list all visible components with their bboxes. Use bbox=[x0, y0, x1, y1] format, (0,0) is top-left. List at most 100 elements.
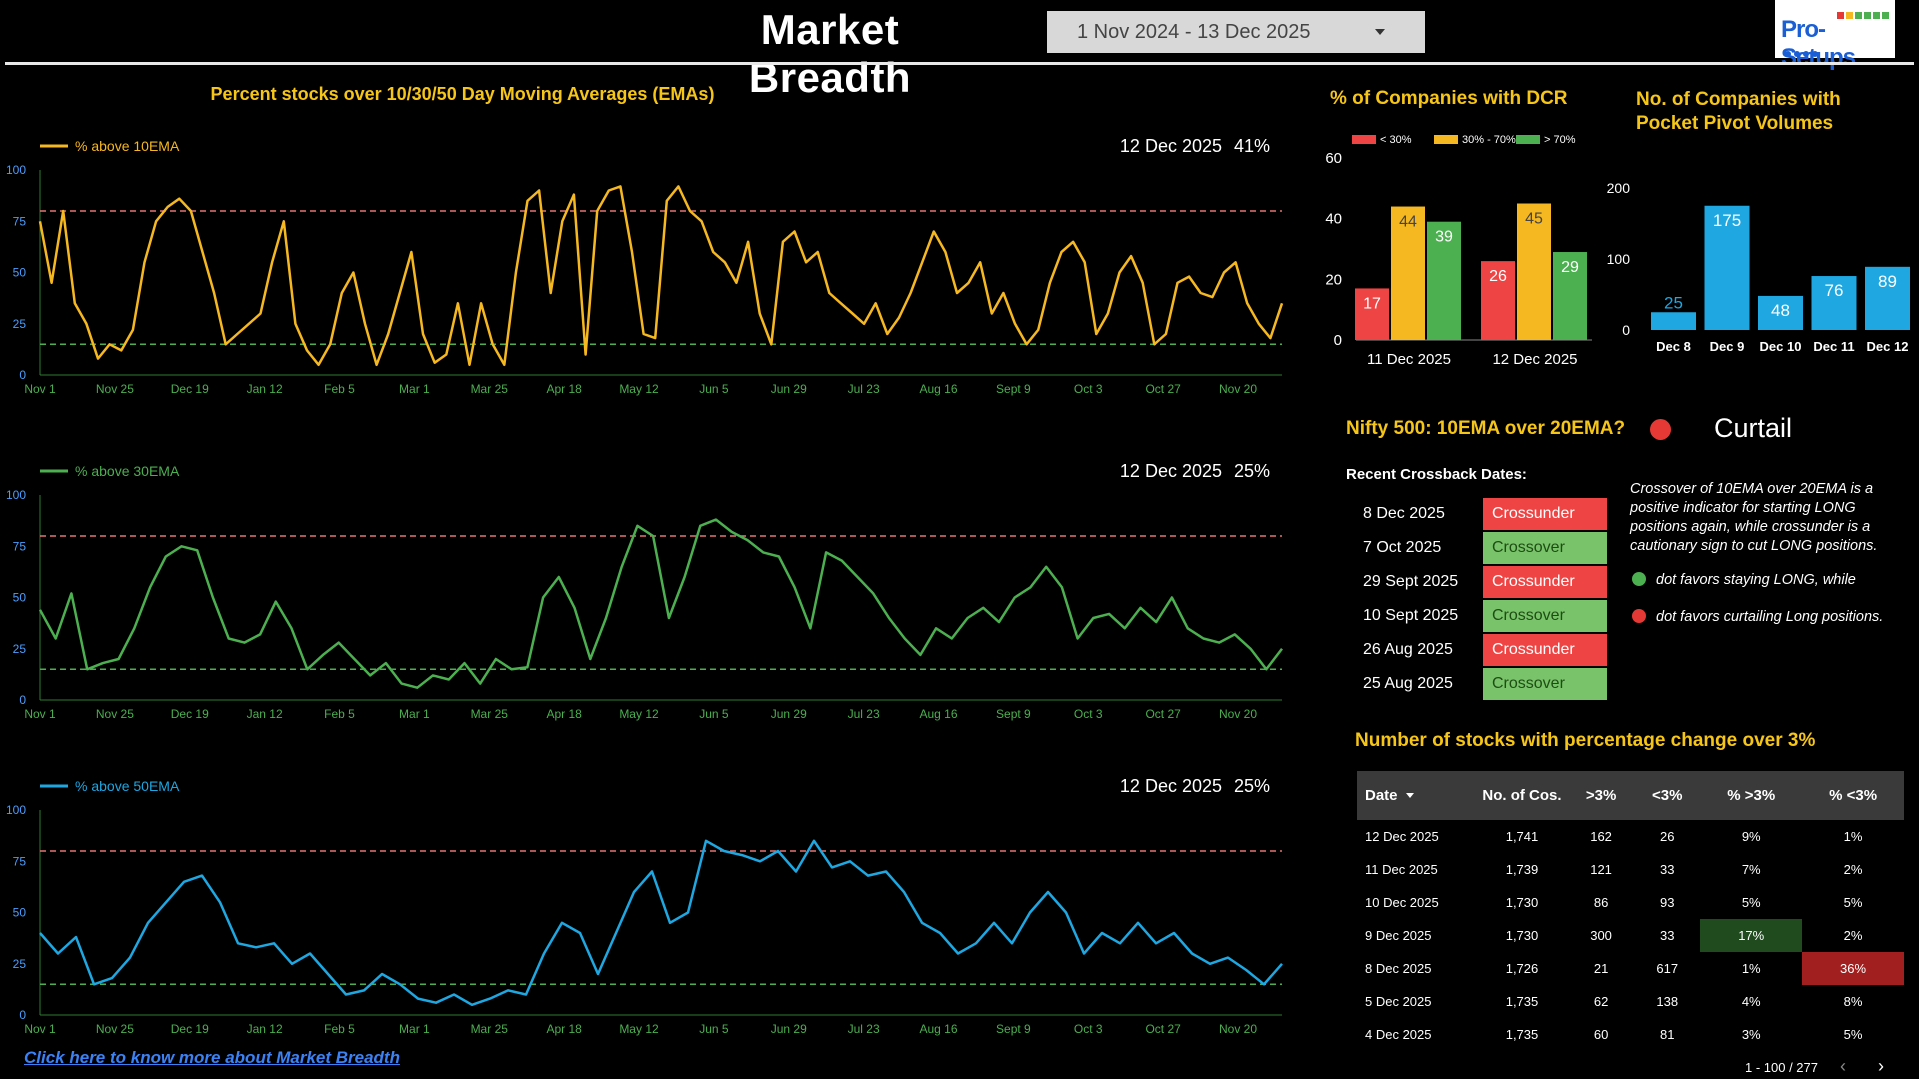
crossback-type: Crossunder bbox=[1483, 498, 1607, 532]
x-tick-label: Nov 20 bbox=[1219, 382, 1257, 396]
crossback-date: 29 Sept 2025 bbox=[1353, 565, 1483, 600]
y-tick-label: 25 bbox=[13, 957, 27, 971]
x-tick-label: Feb 5 bbox=[324, 1022, 355, 1036]
col-no-cos-label: No. of Cos. bbox=[1482, 786, 1562, 804]
sort-desc-icon bbox=[1405, 792, 1414, 798]
logo-text: Pro-Setups bbox=[1781, 16, 1856, 71]
y-tick-label: 200 bbox=[1607, 180, 1631, 196]
x-tick-label: Aug 16 bbox=[919, 1022, 957, 1036]
table-cell: 162 bbox=[1568, 820, 1635, 853]
x-tick-label: Apr 18 bbox=[546, 1022, 582, 1036]
logo[interactable]: Pro-Setups bbox=[1775, 0, 1895, 71]
table-row[interactable]: 10 Dec 2025 1,730 86 93 5% 5% bbox=[1357, 886, 1904, 919]
data-label: 76 bbox=[1825, 281, 1844, 300]
x-tick-label: Sept 9 bbox=[996, 707, 1031, 721]
col-lt3[interactable]: <3% bbox=[1634, 771, 1701, 820]
x-tick-label: Jun 29 bbox=[771, 382, 807, 396]
x-tick-label: Jul 23 bbox=[848, 382, 880, 396]
pocket-pivot-chart: 0 100 200 25 Dec 8 175 Dec 9 48 Dec 10 76 Dec 11 89… bbox=[1607, 180, 1910, 354]
x-tick-label: Dec 19 bbox=[171, 1022, 209, 1036]
bar bbox=[1391, 206, 1425, 340]
col-gt3[interactable]: >3% bbox=[1568, 771, 1635, 820]
table-cell: 1% bbox=[1802, 820, 1904, 853]
col-date[interactable]: Date bbox=[1357, 771, 1476, 820]
table-cell: 1,730 bbox=[1476, 919, 1568, 952]
y-tick-label: 50 bbox=[13, 906, 27, 920]
x-tick-label: Sept 9 bbox=[996, 1022, 1031, 1036]
logo-dots-icon bbox=[1785, 44, 1821, 62]
x-tick-label: Dec 12 bbox=[1867, 339, 1909, 354]
x-tick-label: Dec 19 bbox=[171, 707, 209, 721]
bar bbox=[1553, 252, 1587, 340]
ema50-chart: % above 50EMA 12 Dec 2025 25% 0 25 50 75 100 Nov… bbox=[6, 776, 1283, 1036]
table-row[interactable]: 4 Dec 2025 1,735 60 81 3% 5% bbox=[1357, 1018, 1904, 1051]
legend-red-text: dot favors curtailing Long positions. bbox=[1656, 609, 1884, 625]
table-cell: 62 bbox=[1568, 985, 1635, 1018]
table-cell: 33 bbox=[1634, 853, 1701, 886]
legend-label: > 70% bbox=[1544, 134, 1576, 146]
crossback-date: 8 Dec 2025 bbox=[1353, 498, 1483, 532]
nifty-question: Nifty 500: 10EMA over 20EMA? bbox=[1346, 418, 1626, 439]
x-tick-label: Oct 3 bbox=[1074, 707, 1103, 721]
x-tick-label: Dec 8 bbox=[1656, 339, 1691, 354]
table-cell: 3% bbox=[1700, 1018, 1803, 1051]
bar bbox=[1758, 295, 1803, 330]
header-divider bbox=[5, 62, 1914, 65]
table-cell: 1% bbox=[1700, 952, 1803, 985]
next-page-icon[interactable]: › bbox=[1878, 1056, 1884, 1076]
x-tick-label: Nov 1 bbox=[24, 382, 56, 396]
page-title: Market Breadth bbox=[748, 6, 912, 101]
date-range-dropdown[interactable]: 1 Nov 2024 - 13 Dec 2025 bbox=[1047, 11, 1425, 53]
y-tick-label: 20 bbox=[1325, 271, 1342, 288]
status-dot bbox=[1650, 419, 1671, 440]
green-dot-icon bbox=[1632, 572, 1646, 586]
y-tick-label: 0 bbox=[19, 693, 26, 707]
table-row[interactable]: 5 Dec 2025 1,735 62 138 4% 8% bbox=[1357, 985, 1904, 1018]
x-tick-label: Jun 29 bbox=[771, 1022, 807, 1036]
legend-swatch bbox=[1516, 135, 1540, 144]
table-row[interactable]: 8 Dec 2025 1,726 21 617 1% 36% bbox=[1357, 952, 1904, 985]
crossback-type: Crossover bbox=[1483, 531, 1607, 566]
col-no-cos[interactable]: No. of Cos. bbox=[1476, 771, 1568, 820]
table-cell: 1,730 bbox=[1476, 886, 1568, 919]
table-cell: 2% bbox=[1802, 853, 1904, 886]
table-row: 29 Sept 2025 Crossunder bbox=[1353, 565, 1607, 600]
x-tick-label: Oct 27 bbox=[1145, 1022, 1181, 1036]
bar bbox=[1355, 288, 1389, 340]
table-cell: 5% bbox=[1700, 886, 1803, 919]
table-row: 10 Sept 2025 Crossover bbox=[1353, 599, 1607, 634]
table-cell: 8% bbox=[1802, 985, 1904, 1018]
crossback-date: 25 Aug 2025 bbox=[1353, 667, 1483, 702]
date-range-value: 1 Nov 2024 - 13 Dec 2025 bbox=[1077, 21, 1311, 43]
col-lt3-label: <3% bbox=[1652, 786, 1683, 804]
data-label: 17 bbox=[1363, 295, 1381, 312]
col-pct-lt3[interactable]: % <3% bbox=[1802, 771, 1904, 820]
table-row[interactable]: 9 Dec 2025 1,730 300 33 17% 2% bbox=[1357, 919, 1904, 952]
pct-change-table: Date No. of Cos. >3% <3% % >3% % <3% 12 … bbox=[1357, 771, 1904, 1051]
crossback-date: 7 Oct 2025 bbox=[1353, 531, 1483, 566]
col-pct-gt3[interactable]: % >3% bbox=[1700, 771, 1803, 820]
table-row[interactable]: 11 Dec 2025 1,739 121 33 7% 2% bbox=[1357, 853, 1904, 886]
dcr-chart: < 30% 30% - 70% > 70% 0 20 40 60 17 44 39 11 Dec 2… bbox=[1325, 134, 1592, 368]
table-row[interactable]: 12 Dec 2025 1,741 162 26 9% 1% bbox=[1357, 820, 1904, 853]
bar bbox=[1481, 261, 1515, 340]
table-cell: 9 Dec 2025 bbox=[1357, 919, 1476, 952]
y-tick-label: 75 bbox=[13, 854, 27, 868]
x-tick-label: 12 Dec 2025 bbox=[1492, 351, 1577, 368]
legend-label: 30% - 70% bbox=[1462, 134, 1516, 146]
table-row: 26 Aug 2025 Crossunder bbox=[1353, 633, 1607, 668]
ema30-chart: % above 30EMA 12 Dec 2025 25% 0 25 50 75 100 Nov… bbox=[6, 461, 1283, 721]
x-tick-label: Nov 25 bbox=[96, 382, 134, 396]
bar bbox=[1865, 266, 1910, 330]
x-tick-label: Feb 5 bbox=[324, 382, 355, 396]
table-cell: 1,735 bbox=[1476, 985, 1568, 1018]
data-label: 175 bbox=[1713, 211, 1741, 230]
y-tick-label: 75 bbox=[13, 214, 27, 228]
latest-date: 12 Dec 2025 bbox=[1120, 776, 1222, 796]
prev-page-icon[interactable]: ‹ bbox=[1840, 1056, 1846, 1076]
bar bbox=[1427, 221, 1461, 340]
table-cell: 5% bbox=[1802, 886, 1904, 919]
table-cell: 9% bbox=[1700, 820, 1803, 853]
col-gt3-label: >3% bbox=[1585, 786, 1617, 804]
market-breadth-link[interactable]: Click here to know more about Market Bre… bbox=[24, 1048, 400, 1067]
